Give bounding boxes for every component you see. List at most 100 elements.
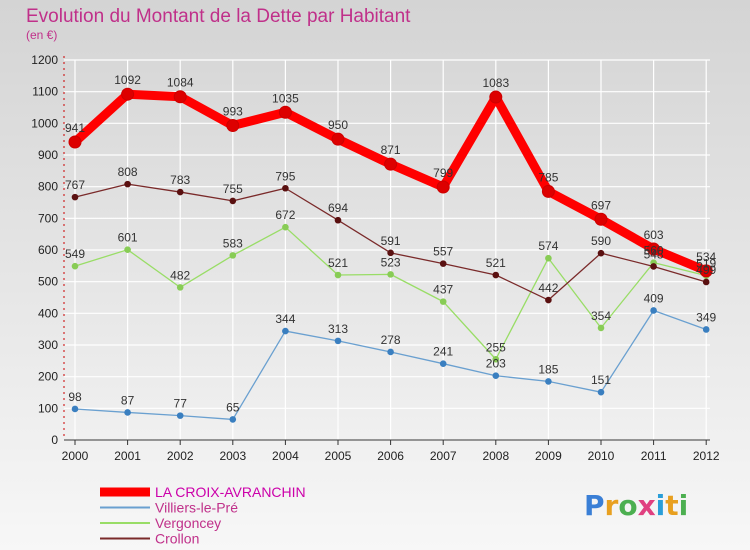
data-point xyxy=(282,327,289,335)
data-label: 560 xyxy=(644,244,664,258)
series-1 xyxy=(71,307,710,423)
data-label: 521 xyxy=(328,256,348,270)
data-label: 697 xyxy=(591,198,611,212)
y-tick-label: 1100 xyxy=(32,85,58,99)
data-point xyxy=(489,90,503,104)
logo-letter: t xyxy=(665,489,678,522)
data-label: 519 xyxy=(696,257,716,271)
y-tick-label: 400 xyxy=(38,306,58,320)
data-label: 65 xyxy=(226,400,240,414)
x-tick-label: 2010 xyxy=(588,449,615,463)
data-point xyxy=(121,87,135,101)
data-label: 521 xyxy=(486,256,506,270)
data-point xyxy=(439,360,447,367)
series-0 xyxy=(68,87,713,278)
x-tick-label: 2008 xyxy=(482,449,509,463)
data-label: 255 xyxy=(486,340,506,354)
data-point xyxy=(229,416,237,423)
data-point xyxy=(492,355,500,363)
data-point xyxy=(492,372,500,380)
data-label: 534 xyxy=(696,250,716,264)
data-label: 523 xyxy=(381,255,401,269)
legend-label: Vergoncey xyxy=(155,515,221,531)
x-tick-label: 2003 xyxy=(219,449,246,463)
data-label: 499 xyxy=(696,263,716,277)
data-point xyxy=(282,184,289,192)
data-label: 1092 xyxy=(114,73,141,87)
data-label: 808 xyxy=(118,165,138,179)
data-point xyxy=(71,193,79,201)
data-point xyxy=(439,298,447,305)
data-label: 785 xyxy=(538,170,558,184)
data-label: 278 xyxy=(381,333,401,347)
data-point xyxy=(647,242,661,256)
data-point xyxy=(124,180,131,188)
data-label: 591 xyxy=(381,234,401,248)
data-label: 548 xyxy=(644,247,664,261)
data-point xyxy=(699,264,713,278)
data-label: 767 xyxy=(65,178,85,192)
data-label: 574 xyxy=(538,239,558,253)
data-label: 694 xyxy=(328,201,348,215)
data-point xyxy=(702,326,710,333)
data-label: 482 xyxy=(170,268,190,282)
x-tick-label: 2002 xyxy=(167,449,194,463)
data-label: 590 xyxy=(591,234,611,248)
data-point xyxy=(439,260,447,267)
logo-letter: x xyxy=(638,489,656,522)
y-tick-label: 200 xyxy=(38,370,58,384)
data-label: 354 xyxy=(591,309,611,323)
data-label: 1084 xyxy=(167,76,194,90)
data-label: 549 xyxy=(65,247,85,261)
data-label: 98 xyxy=(68,390,82,404)
y-tick-label: 500 xyxy=(38,275,58,289)
data-point xyxy=(545,378,552,385)
data-label: 442 xyxy=(538,281,558,295)
y-tick-label: 900 xyxy=(38,148,58,162)
data-label: 203 xyxy=(486,357,506,371)
x-tick-label: 2000 xyxy=(62,449,89,463)
data-label: 672 xyxy=(275,208,295,222)
data-point xyxy=(650,307,657,314)
data-point xyxy=(384,157,398,171)
data-label: 799 xyxy=(433,166,453,180)
data-point xyxy=(124,246,131,253)
y-tick-label: 0 xyxy=(51,433,58,447)
data-point xyxy=(176,284,184,291)
data-label: 77 xyxy=(174,397,188,411)
logo-letter: P xyxy=(584,489,605,522)
data-point xyxy=(71,262,79,270)
data-point xyxy=(597,249,605,257)
chart-subtitle: (en €) xyxy=(26,28,57,42)
data-label: 941 xyxy=(65,121,85,135)
data-label: 783 xyxy=(170,173,190,187)
data-point xyxy=(541,184,555,198)
data-label: 795 xyxy=(275,169,295,183)
chart-title: Evolution du Montant de la Dette par Hab… xyxy=(26,6,411,27)
y-tick-label: 600 xyxy=(38,243,58,257)
data-label: 437 xyxy=(433,283,453,297)
data-point xyxy=(124,409,131,416)
data-point xyxy=(597,324,605,332)
data-label: 344 xyxy=(275,312,295,326)
y-tick-label: 1200 xyxy=(31,53,58,67)
data-label: 349 xyxy=(696,310,716,324)
x-tick-label: 2001 xyxy=(114,449,141,463)
data-point xyxy=(334,337,342,345)
data-point xyxy=(594,212,608,226)
data-label: 313 xyxy=(328,322,348,336)
data-point xyxy=(387,348,394,356)
data-point xyxy=(176,188,184,196)
data-label: 601 xyxy=(118,231,138,245)
data-point xyxy=(597,388,605,396)
data-point xyxy=(226,119,240,133)
x-tick-label: 2007 xyxy=(430,449,457,463)
data-label: 241 xyxy=(433,345,453,359)
data-label: 409 xyxy=(644,291,664,305)
data-point xyxy=(229,197,237,205)
data-point xyxy=(278,105,292,119)
data-point xyxy=(436,180,450,194)
legend: LA CROIX-AVRANCHINVilliers-le-PréVergonc… xyxy=(100,484,306,547)
data-label: 603 xyxy=(644,228,664,242)
